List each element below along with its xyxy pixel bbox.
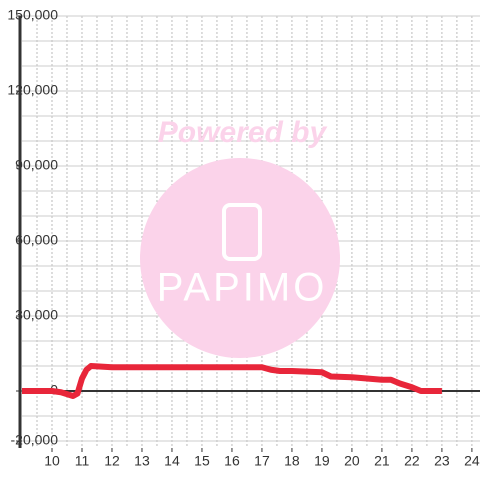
y-tick-label: -20,000 — [11, 432, 59, 448]
phone-icon — [222, 203, 262, 261]
x-tick-label: 19 — [314, 453, 330, 469]
x-tick-label: 24 — [464, 453, 480, 469]
x-tick-label: 11 — [75, 453, 90, 469]
x-tick-label: 16 — [224, 453, 240, 469]
x-tick-label: 15 — [194, 453, 210, 469]
x-tick-label: 22 — [404, 453, 420, 469]
x-tick-label: 10 — [44, 453, 60, 469]
y-tick-label: 150,000 — [7, 7, 58, 23]
x-tick-label: 12 — [104, 453, 120, 469]
y-tick-label: 30,000 — [15, 307, 58, 323]
x-tick-label: 14 — [164, 453, 180, 469]
watermark-line2: PAPIMO — [157, 266, 328, 310]
x-tick-label: 18 — [284, 453, 300, 469]
y-tick-label: 120,000 — [7, 82, 58, 98]
watermark: Powered by PAPIMO — [140, 116, 340, 358]
watermark-line1: Powered by — [158, 116, 328, 149]
x-tick-label: 20 — [344, 453, 360, 469]
x-tick-label: 13 — [134, 453, 150, 469]
x-tick-label: 23 — [434, 453, 450, 469]
y-tick-label: 60,000 — [15, 232, 58, 248]
y-tick-label: 90,000 — [15, 157, 58, 173]
x-tick-label: 21 — [374, 453, 390, 469]
x-tick-label: 17 — [254, 453, 270, 469]
data-line — [22, 363, 442, 399]
